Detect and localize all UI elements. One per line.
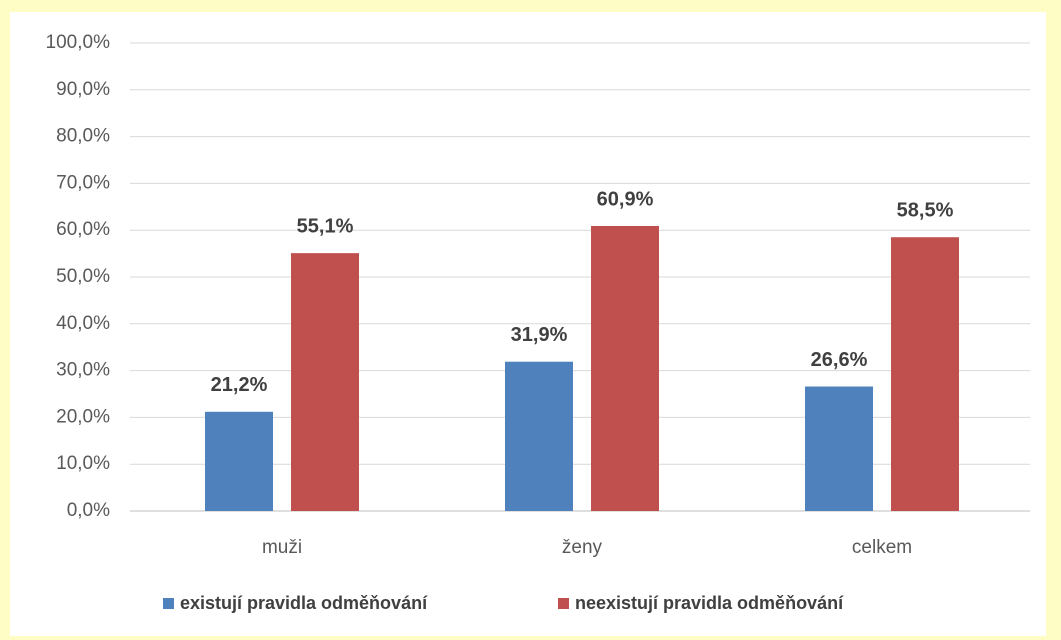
legend-label: neexistují pravidla odměňování (575, 593, 844, 613)
y-tick-label: 100,0% (46, 32, 111, 53)
legend-swatch (163, 598, 174, 609)
y-tick-label: 60,0% (56, 219, 110, 240)
x-tick-label: celkem (852, 537, 912, 558)
y-tick-label: 90,0% (56, 79, 110, 100)
y-tick-label: 10,0% (56, 453, 110, 474)
data-label: 31,9% (511, 324, 568, 346)
bar (891, 237, 959, 511)
y-tick-label: 20,0% (56, 406, 110, 427)
x-tick-label: ženy (562, 537, 603, 558)
y-tick-label: 0,0% (67, 500, 110, 521)
legend-label: existují pravidla odměňování (180, 593, 428, 613)
data-label: 55,1% (297, 215, 354, 237)
data-label: 60,9% (597, 188, 654, 210)
y-tick-label: 70,0% (56, 172, 110, 193)
data-label: 58,5% (897, 200, 954, 222)
y-tick-label: 30,0% (56, 360, 110, 381)
bar (805, 386, 873, 511)
data-label: 21,2% (211, 374, 268, 396)
x-tick-label: muži (262, 537, 302, 558)
legend-swatch (558, 598, 569, 609)
y-tick-label: 80,0% (56, 126, 110, 147)
data-label: 26,6% (811, 349, 868, 371)
bar (505, 361, 573, 511)
bar (591, 225, 659, 511)
bar (291, 253, 359, 511)
y-tick-label: 40,0% (56, 313, 110, 334)
bar (205, 411, 273, 511)
y-tick-label: 50,0% (56, 266, 110, 287)
